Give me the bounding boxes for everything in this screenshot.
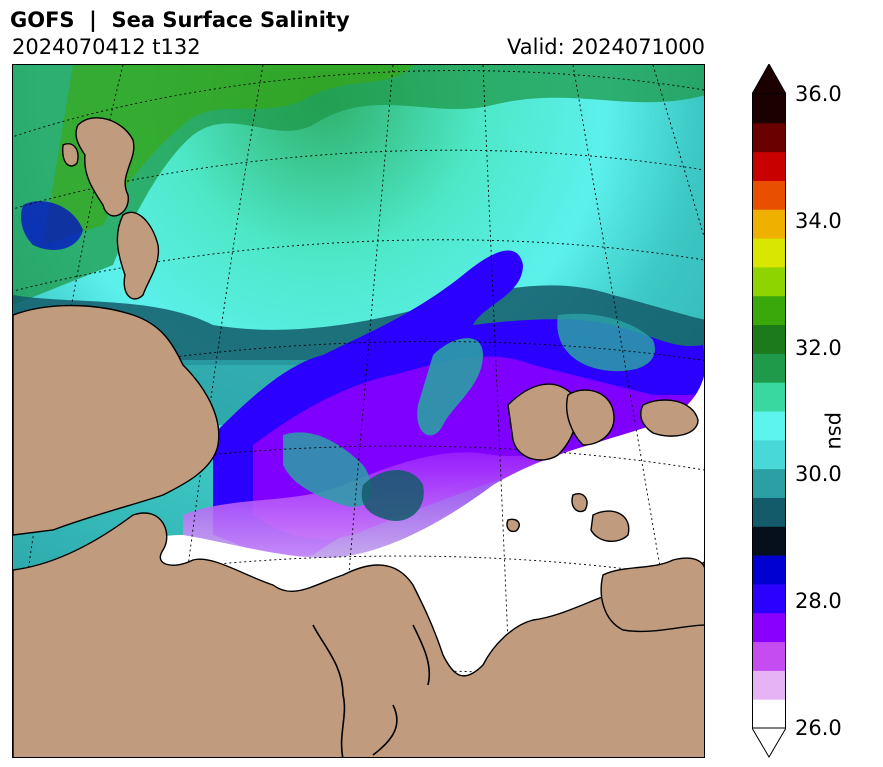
colorbar-segment: [752, 526, 786, 556]
novaya-zemlya-south: [566, 389, 615, 446]
colorbar-unit-label: psu: [824, 412, 848, 450]
island-east: [640, 399, 699, 437]
island-kara-1: [590, 510, 630, 542]
island-small-1: [62, 143, 79, 167]
svalbard-like-island-1: [75, 117, 135, 217]
run-label: 2024070412 t132: [12, 35, 201, 59]
colorbar-tick-label: 26.0: [795, 716, 842, 740]
salinity-map: [12, 64, 705, 758]
colorbar-segment: [752, 209, 786, 239]
kola-peninsula: [13, 304, 220, 536]
rivers: [312, 624, 431, 757]
yamal-peninsula: [600, 557, 704, 633]
colorbar-segment: [752, 497, 786, 527]
saline-lens-3: [557, 313, 655, 372]
colorbar-segment: [752, 555, 786, 585]
colorbar-tick-label: 28.0: [795, 589, 842, 614]
colorbar-segment: [752, 583, 786, 614]
high-salinity-core: [43, 65, 413, 245]
colorbar-segment: [752, 122, 786, 153]
colorbar-segment: [752, 180, 786, 210]
colorbar-extend-min: [752, 727, 786, 758]
colorbar-tick-label: 34.0: [795, 208, 842, 233]
franz-josef-island-2: [116, 211, 160, 300]
colorbar-segment: [752, 411, 786, 441]
land: [13, 117, 704, 757]
colorbar-tick-label: 32.0: [795, 335, 842, 360]
saline-lens-4: [361, 470, 424, 521]
colorbar-segment: [752, 238, 786, 268]
colorbar-segment: [752, 612, 786, 643]
colorbar-segment: [752, 439, 786, 470]
saline-lens-1: [417, 338, 483, 436]
saline-lens-2: [283, 432, 372, 507]
colorbar-segment: [752, 382, 786, 412]
colorbar-segment: [752, 295, 786, 326]
colorbar-segment: [752, 151, 786, 181]
island-small-3: [506, 518, 520, 533]
colorbar-outline: [752, 93, 786, 729]
colorbar-segment: [752, 699, 786, 729]
colorbar-tick-label: 36.0: [795, 82, 842, 106]
colorbar-segment: [752, 641, 786, 671]
colorbar-segment: [752, 266, 786, 297]
colorbar-segment: [752, 324, 786, 354]
colorbar-segment: [752, 468, 786, 498]
map-canvas: [13, 65, 704, 757]
high-salinity-band: [13, 65, 704, 305]
colorbar-segment: [752, 94, 786, 124]
valid-time-label: Valid: 2024071000: [507, 35, 705, 59]
colorbar: [752, 64, 786, 758]
colorbar-tick-label: 30.0: [795, 462, 842, 487]
island-small-2: [571, 493, 588, 513]
colorbar-extend-max: [752, 64, 786, 95]
mainland-russia: [13, 512, 704, 757]
blue-west: [21, 201, 83, 250]
colorbar-segment: [752, 670, 786, 700]
colorbar-segment: [752, 353, 786, 383]
figure-title: GOFS | Sea Surface Salinity: [10, 8, 350, 32]
